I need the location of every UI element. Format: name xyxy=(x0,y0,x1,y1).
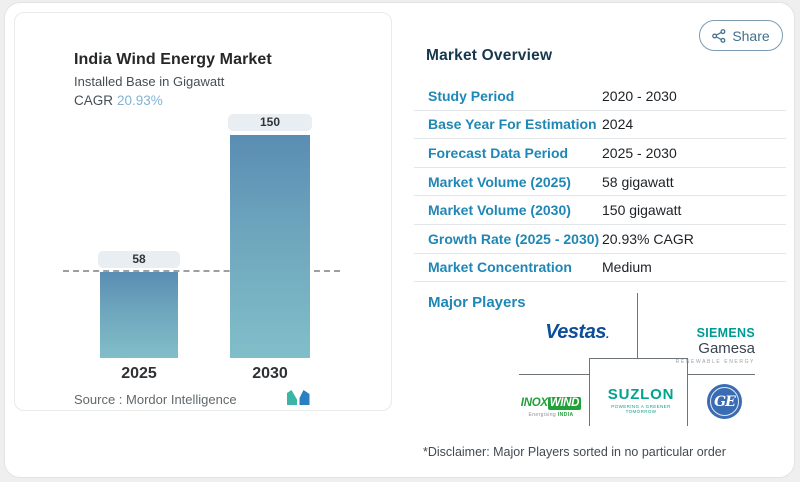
chart-title: India Wind Energy Market xyxy=(74,51,272,68)
ge-logo: GE xyxy=(707,384,742,419)
row-label: Base Year For Estimation xyxy=(428,116,597,133)
players-box-top xyxy=(589,358,688,359)
table-row: Forecast Data Period 2025 - 2030 xyxy=(414,139,786,168)
vestas-logo: Vestas. xyxy=(517,321,637,344)
bar-2030 xyxy=(230,134,310,358)
row-label: Growth Rate (2025 - 2030) xyxy=(428,230,600,247)
overview-heading: Market Overview xyxy=(426,47,553,64)
row-value: 2020 - 2030 xyxy=(602,87,677,104)
siemens-wordmark: SIEMENS xyxy=(696,326,755,340)
inox-tagline: Energising INDIA xyxy=(528,412,574,418)
bar-2030-value-label: 150 xyxy=(228,113,312,131)
chart-subtitle: Installed Base in Gigawatt xyxy=(74,74,225,89)
share-icon xyxy=(712,28,726,43)
major-players-label: Major Players xyxy=(428,294,526,311)
cagr-line: CAGR 20.93% xyxy=(74,93,163,108)
share-label: Share xyxy=(732,27,770,44)
table-row: Study Period 2020 - 2030 xyxy=(414,82,786,111)
ge-monogram: GE xyxy=(714,393,736,410)
row-value: 150 gigawatt xyxy=(602,202,682,219)
row-value: Medium xyxy=(602,259,652,276)
source-label: Source : xyxy=(74,392,123,407)
siemens-gamesa-logo: SIEMENS Gamesa RENEWABLE ENERGY xyxy=(653,325,755,365)
inox-wind-logo: INOX WIND Energising INDIA xyxy=(519,394,583,418)
table-row: Market Concentration Medium xyxy=(414,254,786,283)
table-row: Market Volume (2025) 58 gigawatt xyxy=(414,168,786,197)
x-axis-label-2030: 2030 xyxy=(252,365,288,382)
players-divider-vertical xyxy=(637,293,638,358)
siemens-tagline: RENEWABLE ENERGY xyxy=(675,359,755,365)
reference-dashed-line xyxy=(63,269,340,272)
players-divider-right xyxy=(688,374,755,375)
suzlon-logo: SUZLON POWERING A GREENER TOMORROW xyxy=(601,387,681,414)
share-button[interactable]: Share xyxy=(699,20,783,51)
row-value: 2025 - 2030 xyxy=(602,144,677,161)
ge-ring: GE xyxy=(710,387,739,416)
chart-panel: India Wind Energy Market Installed Base … xyxy=(14,12,392,411)
table-row: Market Volume (2030) 150 gigawatt xyxy=(414,196,786,225)
players-box-right xyxy=(687,358,688,426)
bar-2025-value-label: 58 xyxy=(98,250,180,268)
vestas-wordmark: Vestas xyxy=(545,321,606,343)
inox-wordmark: INOX xyxy=(520,397,548,409)
report-card: India Wind Energy Market Installed Base … xyxy=(4,2,795,478)
players-divider-left xyxy=(519,374,589,375)
table-row: Base Year For Estimation 2024 xyxy=(414,111,786,140)
row-value: 20.93% CAGR xyxy=(602,230,694,247)
bar-2025 xyxy=(100,271,178,358)
cagr-value: 20.93% xyxy=(117,93,163,108)
mordor-intelligence-logo-icon xyxy=(287,390,310,405)
row-label: Forecast Data Period xyxy=(428,144,569,161)
row-value: 2024 xyxy=(602,116,634,133)
vestas-dot: . xyxy=(605,327,609,341)
suzlon-tagline: POWERING A GREENER TOMORROW xyxy=(611,404,671,414)
cagr-label: CAGR xyxy=(74,93,114,108)
suzlon-wordmark: SUZLON xyxy=(607,386,675,403)
disclaimer-text: *Disclaimer: Major Players sorted in no … xyxy=(423,445,726,459)
overview-table: Study Period 2020 - 2030 Base Year For E… xyxy=(414,82,786,283)
row-value: 58 gigawatt xyxy=(602,173,674,190)
table-row: Growth Rate (2025 - 2030) 20.93% CAGR xyxy=(414,225,786,254)
source-value: Mordor Intelligence xyxy=(126,392,237,407)
row-label: Market Volume (2025) xyxy=(428,173,571,190)
x-axis-label-2025: 2025 xyxy=(121,365,157,382)
row-label: Market Concentration xyxy=(428,259,572,276)
inox-wind-wordmark: WIND xyxy=(547,397,582,410)
gamesa-wordmark: Gamesa xyxy=(698,340,755,357)
row-label: Market Volume (2030) xyxy=(428,202,571,219)
source-text: Source : Mordor Intelligence xyxy=(74,392,237,407)
players-box-left xyxy=(589,358,590,426)
row-label: Study Period xyxy=(428,87,515,104)
